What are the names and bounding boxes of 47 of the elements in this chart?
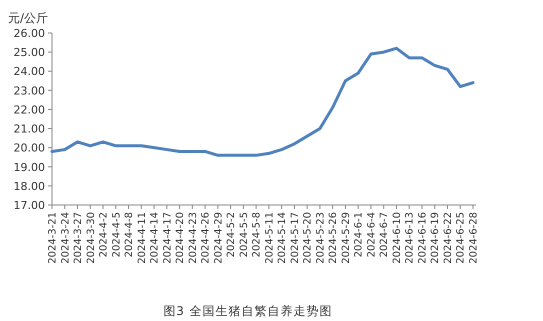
x-tick-label: 2024-6-13 bbox=[404, 212, 416, 264]
y-tick-label: 25.00 bbox=[14, 46, 45, 60]
y-tick-label: 17.00 bbox=[14, 199, 45, 212]
x-tick-label: 2024-4-26 bbox=[200, 212, 212, 264]
x-tick-label: 2024-3-27 bbox=[73, 212, 84, 264]
x-tick-label: 2024-4-29 bbox=[213, 212, 224, 264]
x-tick-label: 2024-6-10 bbox=[392, 212, 403, 264]
text: 图3 全国生猪自繁自养走势图 bbox=[163, 304, 333, 318]
x-tick-label: 2024-6-28 bbox=[468, 212, 480, 264]
x-tick-label: 2024-4-2 bbox=[98, 212, 110, 258]
y-tick-label: 22.00 bbox=[14, 103, 45, 116]
x-tick-label: 2024-5-26 bbox=[328, 212, 340, 264]
y-tick-label: 19.00 bbox=[14, 160, 45, 174]
x-tick-label: 2024-4-14 bbox=[150, 212, 161, 264]
x-tick-label: 2024-6-1 bbox=[354, 212, 365, 258]
y-tick-label: 24.00 bbox=[14, 65, 45, 78]
x-tick-label: 2024-4-8 bbox=[124, 212, 136, 258]
y-tick-label: 26.00 bbox=[14, 27, 45, 40]
x-tick-label: 2024-6-19 bbox=[430, 212, 442, 264]
x-tick-label: 2024-6-25 bbox=[456, 212, 467, 264]
x-tick-label: 2024-5-23 bbox=[315, 212, 326, 264]
x-tick-label: 2024-6-7 bbox=[379, 212, 390, 258]
line-series bbox=[50, 46, 474, 157]
x-tick-label: 2024-5-17 bbox=[290, 212, 301, 264]
x-tick-label: 2024-3-30 bbox=[86, 212, 97, 264]
y-tick-label: 20.00 bbox=[14, 142, 45, 155]
x-tick-label: 2024-6-4 bbox=[366, 212, 378, 258]
y-tick-label: 18.00 bbox=[14, 180, 45, 193]
y-tick-label: 23.00 bbox=[14, 84, 45, 98]
x-tick-label: 2024-4-23 bbox=[188, 212, 199, 264]
x-tick-label: 2024-4-20 bbox=[175, 212, 186, 264]
y-tick-label: 21.00 bbox=[14, 122, 45, 136]
x-tick-label: 2024-5-14 bbox=[277, 212, 288, 264]
x-tick-label: 2024-4-5 bbox=[111, 212, 122, 258]
x-tick-label: 2024-6-16 bbox=[417, 212, 428, 264]
x-tick-label: 2024-5-2 bbox=[226, 212, 238, 258]
x-tick-label: 2024-6-22 bbox=[442, 212, 454, 264]
x-tick-label: 2024-5-8 bbox=[252, 212, 263, 258]
x-tick-label: 2024-5-20 bbox=[302, 212, 314, 264]
x-tick-label: 2024-3-24 bbox=[60, 212, 72, 264]
x-tick-label: 2024-5-11 bbox=[264, 212, 276, 264]
x-tick-label: 2024-4-11 bbox=[136, 212, 148, 264]
x-tick-label: 2024-5-29 bbox=[340, 212, 352, 264]
x-tick-label: 2024-4-17 bbox=[162, 212, 174, 264]
x-tick-label: 2024-3-21 bbox=[48, 212, 58, 264]
y-axis-title: 元/公斤 bbox=[8, 11, 48, 25]
x-tick-label: 2024-5-5 bbox=[238, 212, 250, 258]
